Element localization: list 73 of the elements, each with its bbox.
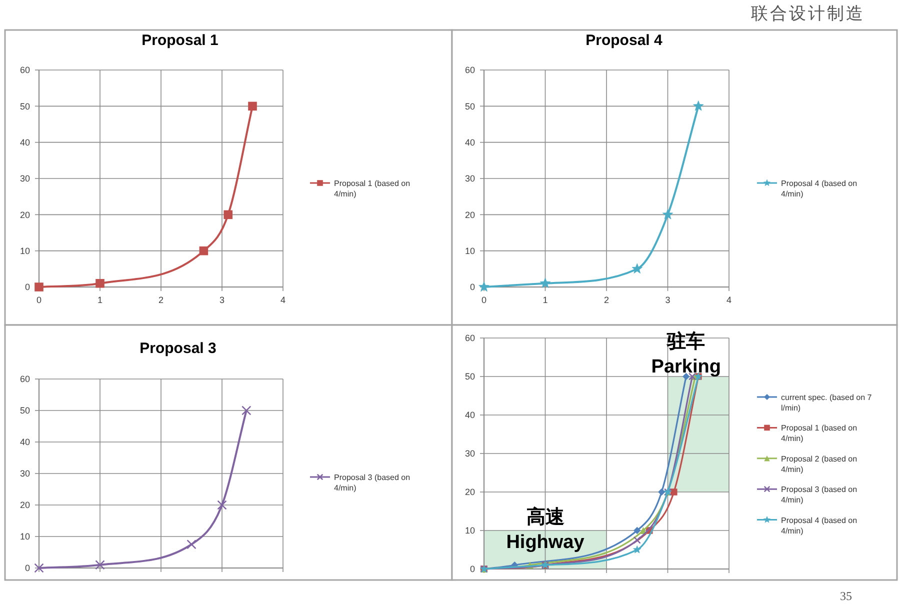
- ytick-label: 20: [464, 487, 475, 498]
- ytick-label: 50: [464, 372, 475, 382]
- ytick-label: 10: [20, 532, 30, 542]
- annotation: 高速 Highway: [506, 507, 584, 553]
- point: [478, 281, 490, 292]
- legend-label: current spec. (based on 7 l/min): [781, 393, 872, 412]
- ytick-label: 30: [20, 174, 30, 184]
- ytick-label: 60: [464, 65, 475, 76]
- ytick-label: 20: [20, 210, 30, 220]
- point: [242, 406, 252, 416]
- xtick-label: 2: [158, 295, 164, 305]
- legend-label: Proposal 3 (based on 4/min): [334, 473, 410, 492]
- legend-label: Proposal 3 (based on 4/min): [781, 485, 858, 505]
- point: [96, 278, 104, 288]
- ytick-label: 30: [20, 468, 30, 479]
- point: [632, 263, 642, 274]
- point: [693, 100, 704, 111]
- note: 35: [840, 589, 852, 603]
- point: [95, 560, 105, 570]
- xtick-label: 2: [604, 295, 609, 305]
- ytick-label: 0: [24, 563, 30, 574]
- ytick-label: 50: [464, 101, 475, 112]
- point: [634, 526, 641, 534]
- ytick-label: 40: [20, 437, 30, 448]
- ytick-label: 0: [470, 564, 475, 574]
- point: [34, 282, 44, 292]
- note: 联合设计制造: [751, 4, 865, 23]
- legend-label: Proposal 4 (based on 4/min): [781, 179, 858, 198]
- ytick-label: 30: [464, 174, 475, 184]
- ytick-label: 40: [20, 138, 30, 148]
- point: [224, 210, 232, 220]
- ytick-label: 30: [464, 448, 475, 459]
- ytick-label: 50: [20, 101, 30, 112]
- legend-label: Proposal 4 (based on 4/min): [781, 516, 858, 536]
- xtick-label: 4: [726, 295, 732, 305]
- ytick-label: 10: [20, 246, 30, 256]
- legend-label: Proposal 2 (based on 4/min): [781, 454, 858, 474]
- point: [34, 563, 44, 573]
- point: [540, 278, 551, 288]
- ytick-label: 10: [464, 526, 475, 536]
- ytick-label: 60: [20, 374, 30, 384]
- point: [199, 246, 208, 256]
- xtick-label: 3: [220, 295, 224, 305]
- point: [633, 546, 642, 554]
- ytick-label: 40: [464, 410, 475, 420]
- ytick-label: 60: [20, 65, 30, 76]
- title: Proposal 4: [586, 32, 662, 49]
- xtick-label: 3: [665, 295, 670, 305]
- point: [658, 488, 666, 496]
- legend-label: Proposal 1 (based on 4/min): [781, 424, 858, 444]
- point: [186, 540, 196, 550]
- ytick-label: 40: [464, 138, 475, 148]
- point: [248, 102, 257, 111]
- ytick-label: 50: [20, 406, 30, 416]
- xtick-label: 4: [280, 295, 286, 305]
- ytick-label: 0: [24, 282, 30, 292]
- title: Proposal 3: [140, 340, 216, 357]
- title: Proposal 1: [142, 32, 218, 49]
- xtick-label: 0: [36, 295, 42, 305]
- point: [662, 209, 674, 220]
- xtick-label: 1: [542, 295, 548, 305]
- annotation: 驻车 Parking: [651, 332, 721, 378]
- xtick-label: 0: [482, 295, 486, 305]
- ytick-label: 20: [464, 210, 475, 220]
- ytick-label: 10: [464, 246, 475, 256]
- point: [670, 488, 678, 496]
- legend-label: Proposal 1 (based on 4/min): [334, 179, 410, 198]
- xtick-label: 1: [98, 295, 102, 305]
- point: [217, 500, 227, 510]
- ytick-label: 60: [464, 333, 475, 344]
- ytick-label: 20: [20, 500, 30, 510]
- point: [633, 536, 641, 544]
- ytick-label: 0: [470, 282, 475, 292]
